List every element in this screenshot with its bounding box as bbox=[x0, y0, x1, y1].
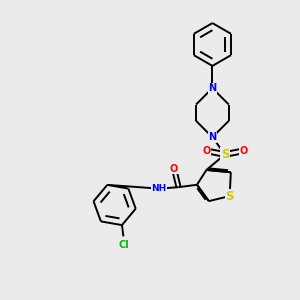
Text: N: N bbox=[208, 132, 217, 142]
Text: S: S bbox=[220, 148, 229, 161]
Text: NH: NH bbox=[152, 184, 167, 193]
Text: S: S bbox=[225, 190, 234, 202]
Text: Cl: Cl bbox=[118, 240, 129, 250]
Text: O: O bbox=[239, 146, 248, 156]
Text: N: N bbox=[208, 83, 217, 93]
Text: O: O bbox=[202, 146, 211, 156]
Text: O: O bbox=[170, 164, 178, 174]
